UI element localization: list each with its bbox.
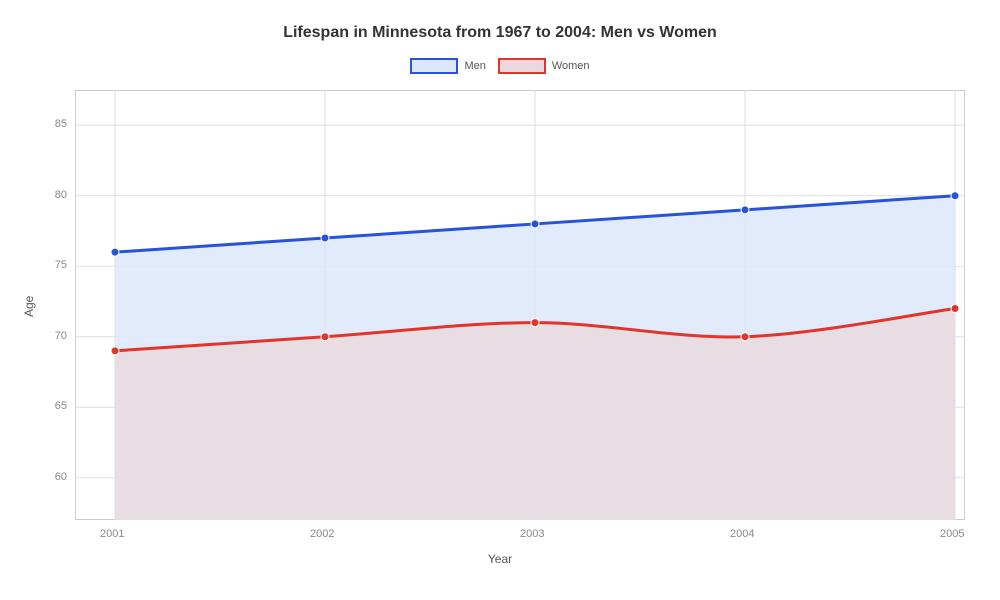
y-tick: 65	[55, 400, 67, 412]
y-tick: 85	[55, 118, 67, 130]
y-axis-label: Age	[22, 296, 36, 317]
y-tick: 70	[55, 330, 67, 342]
x-tick: 2003	[520, 528, 544, 540]
legend-swatch	[410, 58, 458, 74]
legend-swatch	[498, 58, 546, 74]
x-tick: 2005	[940, 528, 964, 540]
x-tick: 2002	[310, 528, 334, 540]
legend-item: Women	[498, 58, 590, 74]
chart-title: Lifespan in Minnesota from 1967 to 2004:…	[0, 24, 1000, 42]
x-axis-label: Year	[0, 552, 1000, 566]
x-tick: 2001	[100, 528, 124, 540]
legend-label: Men	[464, 60, 485, 72]
legend-item: Men	[410, 58, 485, 74]
legend: Men Women	[0, 58, 1000, 74]
y-tick: 75	[55, 259, 67, 271]
plot-area	[75, 90, 965, 520]
y-tick: 80	[55, 189, 67, 201]
chart-svg	[75, 90, 965, 520]
y-tick: 60	[55, 471, 67, 483]
legend-label: Women	[552, 60, 590, 72]
x-tick: 2004	[730, 528, 754, 540]
